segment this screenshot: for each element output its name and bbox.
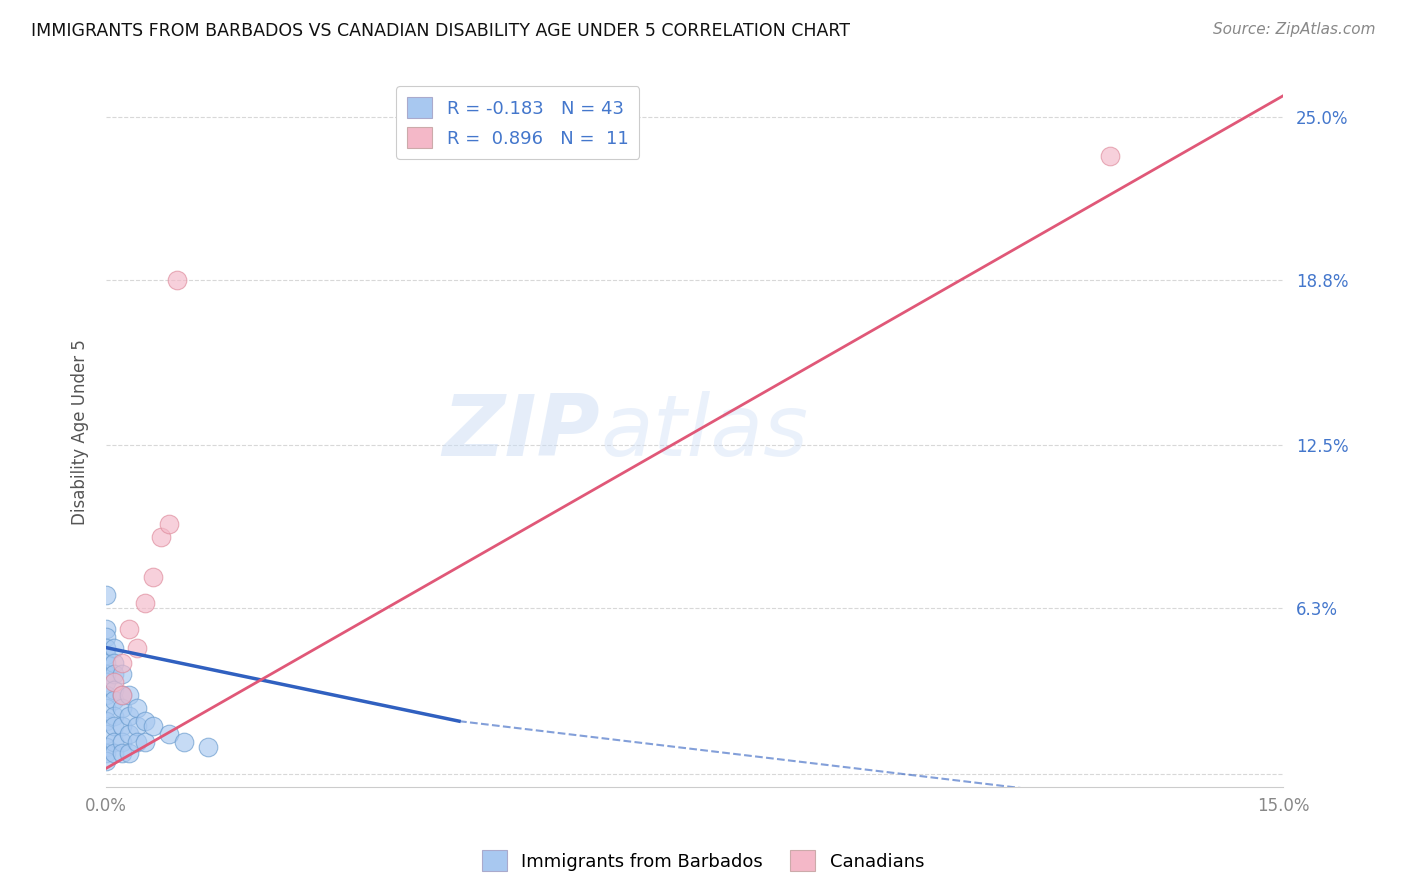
Point (110, 657, 132, 671)
Point (157, 517, 180, 532)
Point (134, 735, 156, 749)
Legend: Immigrants from Barbados, Canadians: Immigrants from Barbados, Canadians (474, 843, 932, 879)
Point (118, 688, 141, 702)
Point (134, 596, 156, 610)
Point (103, 709, 125, 723)
Point (103, 666, 125, 681)
Point (110, 688, 132, 702)
Point (166, 273, 188, 287)
Point (94, 727, 117, 741)
Point (118, 709, 141, 723)
Point (110, 701, 132, 715)
Point (142, 569, 165, 583)
Point (103, 682, 125, 697)
Point (103, 693, 125, 707)
Point (94, 688, 117, 702)
Point (94, 674, 117, 689)
Text: IMMIGRANTS FROM BARBADOS VS CANADIAN DISABILITY AGE UNDER 5 CORRELATION CHART: IMMIGRANTS FROM BARBADOS VS CANADIAN DIS… (31, 22, 851, 40)
Point (94, 588, 117, 602)
Point (94, 740, 117, 755)
Point (127, 719, 149, 733)
Point (94, 622, 117, 636)
Point (127, 735, 149, 749)
Point (149, 530, 172, 544)
Point (94, 648, 117, 663)
Point (94, 714, 117, 728)
Point (157, 727, 180, 741)
Point (94, 666, 117, 681)
Legend: R = -0.183   N = 43, R =  0.896   N =  11: R = -0.183 N = 43, R = 0.896 N = 11 (396, 87, 640, 159)
Point (110, 688, 132, 702)
Point (94, 701, 117, 715)
Point (1099, 149, 1122, 163)
Text: Source: ZipAtlas.com: Source: ZipAtlas.com (1212, 22, 1375, 37)
Point (103, 719, 125, 733)
Point (118, 622, 141, 636)
Point (94, 630, 117, 644)
Point (134, 714, 156, 728)
Y-axis label: Disability Age Under 5: Disability Age Under 5 (72, 339, 89, 525)
Point (110, 746, 132, 760)
Point (110, 666, 132, 681)
Point (127, 640, 149, 655)
Point (118, 727, 141, 741)
Point (103, 735, 125, 749)
Point (103, 657, 125, 671)
Point (110, 719, 132, 733)
Point (103, 640, 125, 655)
Text: atlas: atlas (600, 391, 808, 474)
Point (142, 719, 165, 733)
Point (103, 674, 125, 689)
Point (94, 640, 117, 655)
Point (110, 735, 132, 749)
Point (127, 701, 149, 715)
Point (103, 746, 125, 760)
Point (173, 735, 195, 749)
Text: ZIP: ZIP (443, 391, 600, 474)
Point (94, 746, 117, 760)
Point (197, 740, 219, 755)
Point (94, 657, 117, 671)
Point (94, 754, 117, 768)
Point (118, 746, 141, 760)
